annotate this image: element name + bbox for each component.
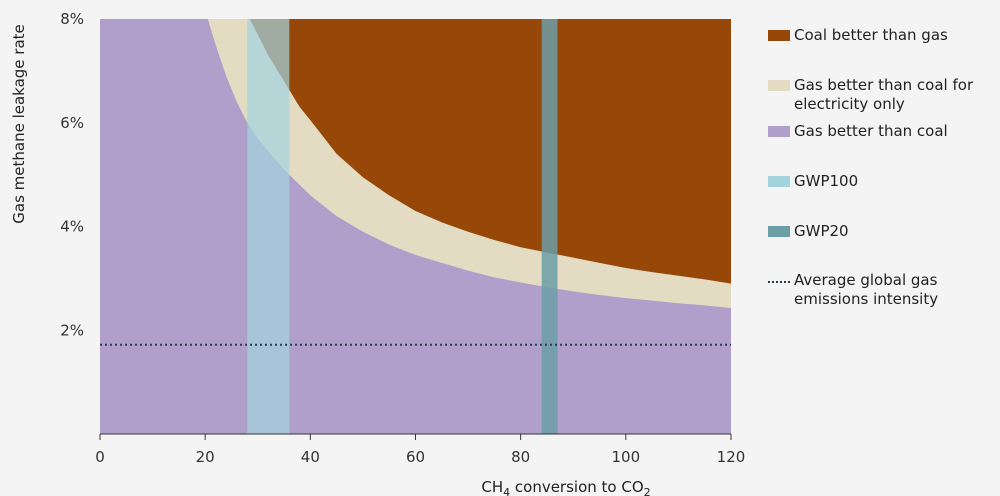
x-axis-title-part: conversion to CO	[510, 478, 644, 496]
legend-swatch	[768, 176, 790, 187]
region-coal-better-than-gas	[249, 19, 732, 284]
band-gwp100	[247, 19, 290, 434]
legend-swatch	[768, 281, 790, 283]
legend-label: Gas better than coal for electricity onl…	[794, 76, 974, 113]
axes: 0 20 40 60 80 100 120 2% 4% 6% 8%	[60, 10, 745, 466]
x-axis-title: CH4 conversion to CO2	[481, 478, 650, 496]
y-tick-label: 2%	[60, 321, 84, 339]
y-tick-label: 4%	[60, 218, 84, 236]
x-tick-label: 120	[717, 448, 746, 466]
x-tick-label: 100	[612, 448, 641, 466]
y-axis-title: Gas methane leakage rate	[10, 24, 28, 224]
legend-item: GWP100	[768, 172, 858, 191]
x-tick-label: 40	[301, 448, 320, 466]
legend-label: Gas better than coal	[794, 122, 948, 140]
x-tick-label: 80	[511, 448, 530, 466]
x-axis-title-part: CH	[481, 478, 503, 496]
legend-label: GWP20	[794, 222, 849, 240]
x-tick-label: 0	[95, 448, 105, 466]
y-tick-label: 6%	[60, 114, 84, 132]
legend-item: Gas better than coal for electricity onl…	[768, 76, 973, 114]
y-tick-label: 8%	[60, 10, 84, 28]
x-tick-label: 20	[196, 448, 215, 466]
x-axis-title-subscript: 2	[644, 486, 651, 496]
legend-label: GWP100	[794, 172, 859, 190]
legend-swatch	[768, 126, 790, 137]
legend-swatch	[768, 80, 790, 91]
legend-swatch	[768, 30, 790, 41]
legend-item: Average global gas emissions intensity	[768, 271, 938, 309]
legend-item: Coal better than gas	[768, 26, 948, 45]
legend-item: Gas better than coal	[768, 122, 948, 141]
legend-item: GWP20	[768, 222, 849, 241]
x-tick-label: 60	[406, 448, 425, 466]
plot-area	[100, 19, 732, 434]
band-gwp20	[541, 19, 558, 434]
legend-label: Average global gas emissions intensity	[794, 271, 939, 308]
legend-swatch	[768, 226, 790, 237]
x-axis-title-subscript: 4	[503, 486, 510, 496]
legend-label: Coal better than gas	[794, 26, 948, 44]
